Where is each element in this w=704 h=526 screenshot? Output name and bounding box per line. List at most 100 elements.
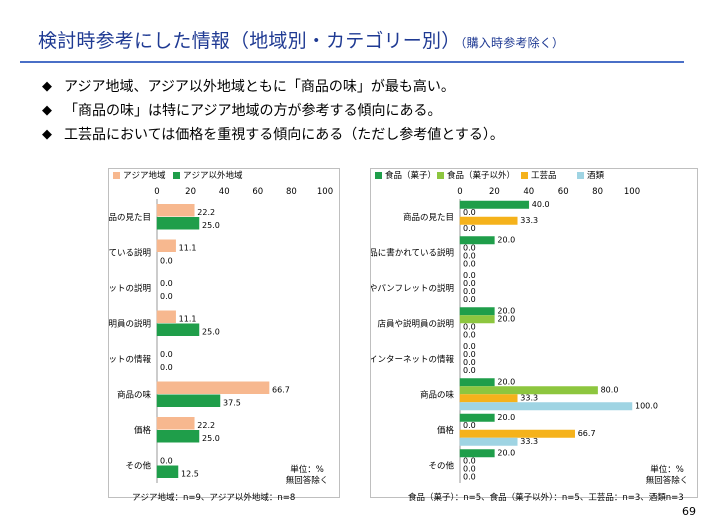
data-label: 0.0 — [160, 292, 173, 301]
data-label: 0.0 — [160, 279, 173, 288]
legend-swatch — [375, 172, 382, 179]
legend-swatch — [173, 172, 180, 179]
bar — [156, 430, 200, 443]
bar — [459, 236, 495, 245]
bar — [156, 394, 221, 407]
x-tick-label: 40 — [523, 187, 534, 197]
category-label: 商品に書かれている説明 — [371, 247, 454, 258]
category-label: 商品の味 — [117, 389, 152, 400]
bar — [459, 200, 530, 209]
bar — [156, 239, 176, 252]
category-label: インターネットの情報 — [109, 354, 151, 365]
diamond-bullet-icon: ◆ — [42, 126, 52, 142]
category-label: 商品の味 — [420, 389, 455, 400]
bar — [156, 323, 200, 336]
bullet-text: 「商品の味」は特にアジア地域の方が参考する傾向にある。 — [64, 103, 442, 119]
data-label: 33.3 — [520, 216, 538, 225]
data-label: 0.0 — [463, 287, 476, 296]
unit-note: 単位：% — [290, 464, 324, 475]
unit-note: 単位：% — [650, 464, 684, 475]
bullet-item: ◆ アジア地域、アジア以外地域ともに「商品の味」が最も高い。 — [42, 74, 682, 98]
data-label: 0.0 — [463, 323, 476, 332]
category-label: 価格 — [437, 425, 455, 436]
data-label: 0.0 — [160, 456, 173, 465]
bar — [459, 307, 495, 316]
legend-label: アジア以外地域 — [183, 170, 243, 181]
data-label: 0.0 — [463, 260, 476, 269]
category-label: その他 — [428, 460, 454, 471]
data-label: 25.0 — [202, 327, 220, 336]
category-label: その他 — [125, 460, 151, 471]
legend-label: 食品（菓子） — [385, 170, 436, 181]
title-main: 検討時参考にした情報（地域別・カテゴリー別） — [38, 30, 461, 52]
bullet-text: アジア地域、アジア以外地域ともに「商品の味」が最も高い。 — [64, 79, 455, 95]
bar — [459, 386, 598, 395]
x-tick-label: 60 — [252, 187, 263, 197]
bar — [459, 394, 518, 403]
legend-label: 酒類 — [587, 170, 605, 181]
category-label: 商品の見た目 — [403, 212, 454, 223]
data-label: 0.0 — [463, 457, 476, 466]
legend-swatch — [437, 172, 444, 179]
data-label: 33.3 — [520, 437, 538, 446]
data-label: 0.0 — [463, 473, 476, 482]
data-label: 11.1 — [179, 314, 197, 323]
legend-swatch — [113, 172, 120, 179]
data-label: 0.0 — [160, 363, 173, 372]
title-note: （購入時参考除く） — [460, 36, 565, 50]
category-sample-note: 食品（菓子）：n=5、食品（菓子以外）：n=5、工芸品：n=3、酒類n=3 — [408, 493, 684, 503]
bar — [156, 310, 176, 323]
data-label: 0.0 — [463, 465, 476, 474]
data-label: 0.0 — [463, 421, 476, 430]
bar — [459, 402, 633, 411]
data-label: 11.1 — [179, 243, 197, 252]
data-label: 0.0 — [463, 366, 476, 375]
bullet-text: 工芸品においては価格を重視する傾向にある（ただし参考値とする）。 — [64, 127, 504, 143]
bar — [459, 437, 518, 446]
data-label: 22.2 — [197, 208, 215, 217]
data-label: 0.0 — [463, 342, 476, 351]
data-label: 33.3 — [520, 394, 538, 403]
data-label: 80.0 — [601, 386, 619, 395]
data-label: 66.7 — [272, 385, 290, 394]
page-number: 69 — [682, 505, 696, 518]
data-label: 0.0 — [463, 244, 476, 253]
region-sample-note: アジア地域：n=9、アジア以外地域：n=8 — [132, 493, 296, 503]
data-label: 40.0 — [532, 200, 550, 209]
data-label: 0.0 — [463, 350, 476, 359]
diamond-bullet-icon: ◆ — [42, 78, 52, 94]
unit-note: 無回答除く — [286, 475, 329, 486]
x-tick-label: 0 — [457, 187, 462, 197]
data-label: 66.7 — [578, 429, 596, 438]
data-label: 0.0 — [463, 279, 476, 288]
data-label: 20.0 — [497, 378, 515, 387]
slide-title: 検討時参考にした情報（地域別・カテゴリー別）（購入時参考除く） — [38, 26, 678, 53]
x-tick-label: 20 — [489, 187, 500, 197]
bar — [156, 417, 195, 430]
title-divider — [20, 61, 684, 63]
x-tick-label: 60 — [558, 187, 569, 197]
category-label: 価格 — [134, 425, 152, 436]
bar — [459, 429, 575, 438]
bar — [156, 204, 195, 217]
unit-note: 無回答除く — [646, 475, 689, 486]
category-chart-frame: 食品（菓子） 食品（菓子以外） 工芸品 酒類 0 20 40 60 80 100 商品の見た目 40.… — [352, 168, 698, 498]
category-label: POPやパンフレットの説明 — [109, 283, 151, 294]
data-label: 22.2 — [197, 421, 215, 430]
bullet-item: ◆ 「商品の味」は特にアジア地域の方が参考する傾向にある。 — [42, 98, 682, 122]
legend-label: 食品（菓子以外） — [447, 170, 515, 181]
data-label: 20.0 — [497, 315, 515, 324]
bullet-list: ◆ アジア地域、アジア以外地域ともに「商品の味」が最も高い。 ◆ 「商品の味」は… — [42, 74, 682, 146]
data-label: 20.0 — [497, 413, 515, 422]
region-bar-chart: アジア地域 アジア以外地域 0 20 40 60 80 100 商品の見た目 22.2 25.0 商品… — [49, 170, 333, 486]
bar — [156, 465, 179, 478]
data-label: 0.0 — [463, 271, 476, 280]
x-tick-label: 100 — [317, 187, 333, 197]
diamond-bullet-icon: ◆ — [42, 102, 52, 118]
data-label: 20.0 — [497, 307, 515, 316]
x-tick-label: 0 — [154, 187, 159, 197]
category-label: 店員や説明員の説明 — [109, 318, 151, 329]
data-label: 0.0 — [463, 358, 476, 367]
bar — [156, 381, 270, 394]
category-bar-chart: 食品（菓子） 食品（菓子以外） 工芸品 酒類 0 20 40 60 80 100 商品の見た目 40.… — [352, 170, 689, 486]
